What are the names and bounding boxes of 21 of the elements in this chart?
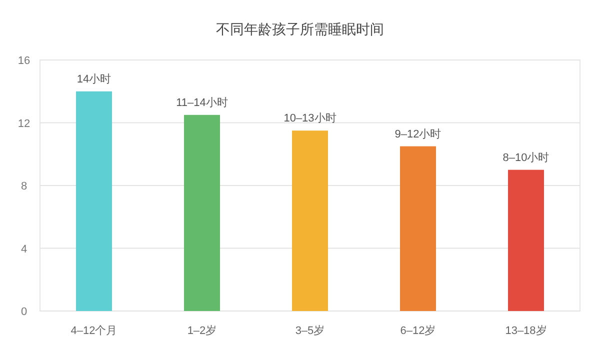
bar: [184, 114, 220, 311]
data-label: 11–14小时: [176, 96, 228, 109]
data-label: 14小时: [76, 72, 112, 86]
y-tick-label: 12: [18, 118, 30, 130]
data-label: 9–12小时: [394, 127, 442, 140]
x-tick-label: 3–5岁: [295, 325, 325, 337]
data-label: 8–10小时: [502, 150, 550, 164]
y-tick-label: 16: [18, 55, 30, 67]
bar: [400, 146, 436, 311]
y-tick-label: 4: [20, 243, 28, 256]
bar: [76, 91, 112, 311]
chart-title: 不同年龄孩子所需睡眠时间: [216, 21, 384, 37]
data-label: 10–13小时: [284, 112, 336, 125]
x-tick-label: 4–12个月: [70, 325, 118, 337]
x-tick-label: 1–2岁: [187, 325, 217, 337]
x-tick-label: 13–18岁: [505, 325, 547, 337]
y-tick-label: 0: [20, 306, 28, 318]
x-tick-label: 6–12岁: [400, 325, 436, 337]
bar: [292, 130, 328, 311]
bar: [508, 170, 544, 311]
y-tick-label: 8: [20, 180, 28, 192]
